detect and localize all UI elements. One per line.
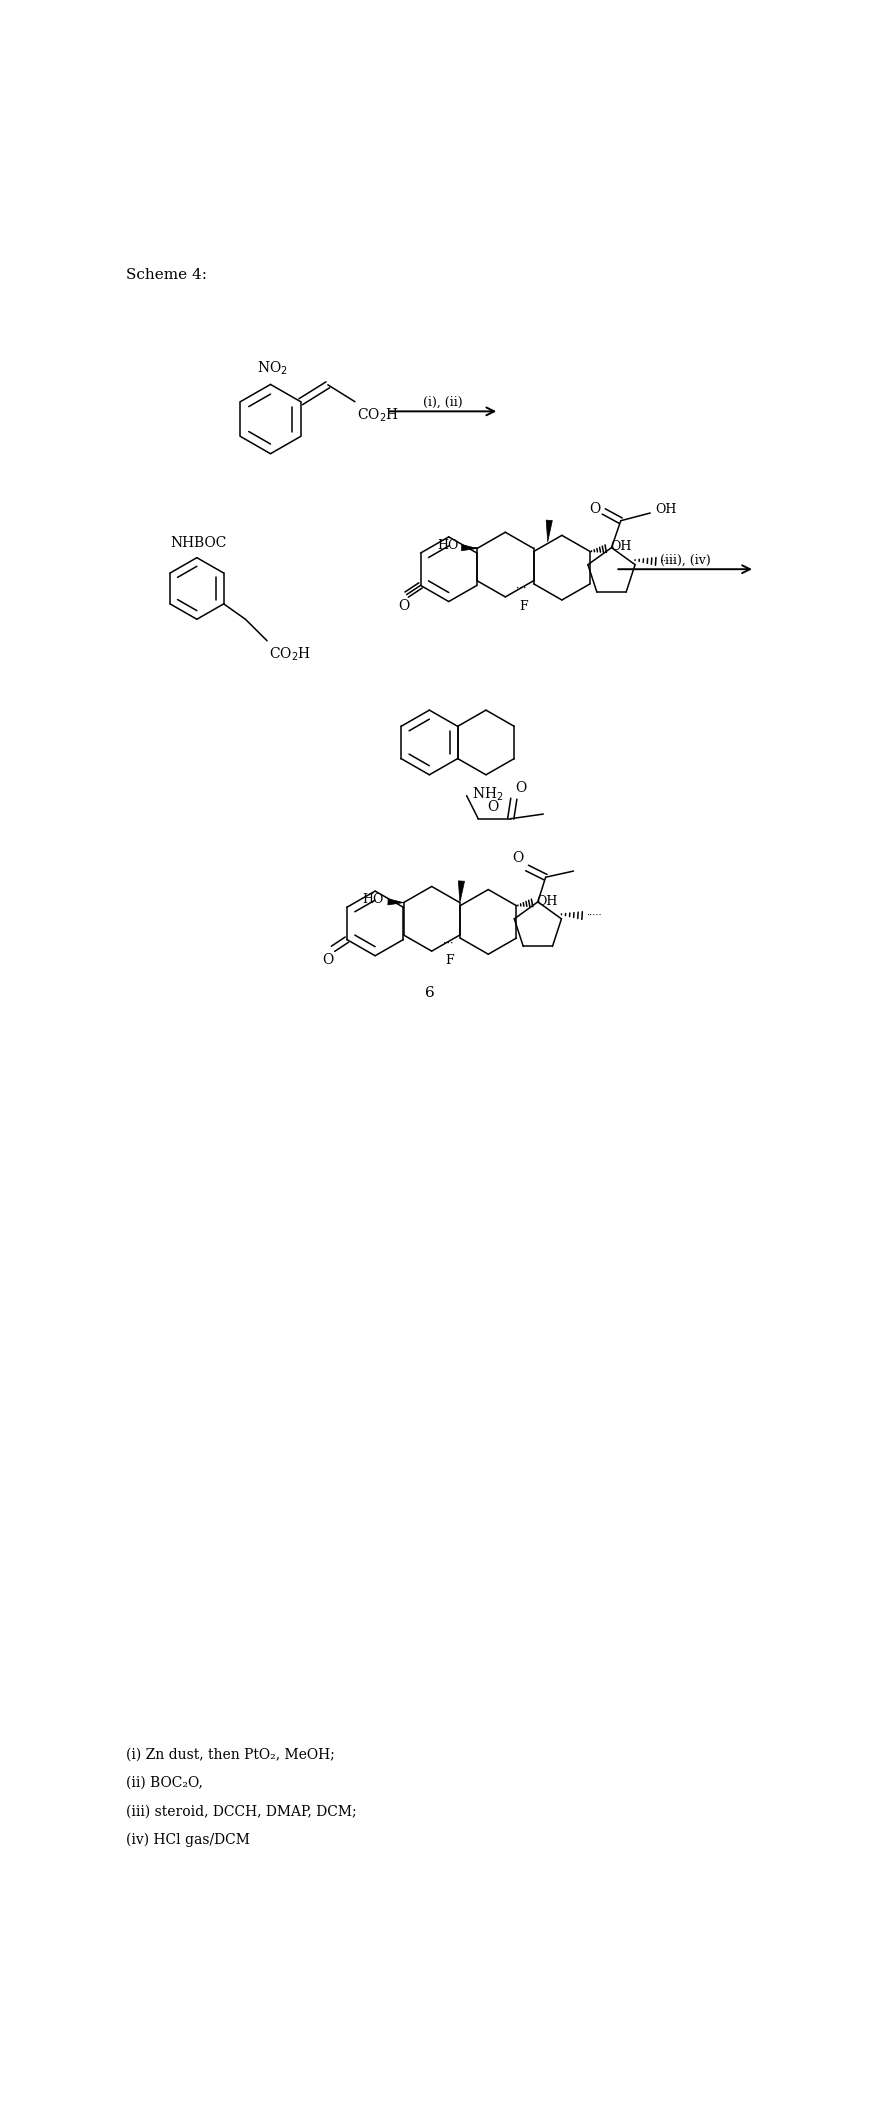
Text: NHBOC: NHBOC xyxy=(171,536,227,551)
Text: O: O xyxy=(398,600,409,612)
Text: (iii), (iv): (iii), (iv) xyxy=(660,553,711,566)
Text: ···: ··· xyxy=(516,585,527,593)
Text: O: O xyxy=(322,954,334,968)
Text: OH: OH xyxy=(610,540,631,553)
Text: F: F xyxy=(519,600,528,612)
Text: (i), (ii): (i), (ii) xyxy=(423,396,463,409)
Polygon shape xyxy=(462,545,477,551)
Text: HO: HO xyxy=(362,892,383,907)
Text: NH$_2$: NH$_2$ xyxy=(472,786,504,803)
Text: O: O xyxy=(589,502,601,517)
Text: OH: OH xyxy=(537,894,558,907)
Text: ·····: ····· xyxy=(587,911,602,920)
Text: 6: 6 xyxy=(424,985,434,1000)
Text: CO$_2$H: CO$_2$H xyxy=(356,407,398,424)
Polygon shape xyxy=(458,882,464,903)
Text: ·····: ····· xyxy=(660,557,676,566)
Text: CO$_2$H: CO$_2$H xyxy=(270,646,312,663)
Text: O: O xyxy=(512,852,523,865)
Polygon shape xyxy=(388,898,404,905)
Text: OH: OH xyxy=(655,504,676,517)
Text: HO: HO xyxy=(438,538,458,551)
Text: (i) Zn dust, then PtO₂, MeOH;: (i) Zn dust, then PtO₂, MeOH; xyxy=(126,1748,334,1761)
Text: ···: ··· xyxy=(443,939,454,949)
Text: O: O xyxy=(515,780,527,795)
Text: (iii) steroid, DCCH, DMAP, DCM;: (iii) steroid, DCCH, DMAP, DCM; xyxy=(126,1803,356,1818)
Text: (iv) HCl gas/DCM: (iv) HCl gas/DCM xyxy=(126,1833,249,1848)
Text: F: F xyxy=(446,954,454,968)
Text: O: O xyxy=(488,801,498,814)
Polygon shape xyxy=(547,519,553,542)
Text: Scheme 4:: Scheme 4: xyxy=(126,269,206,282)
Text: (ii) BOC₂O,: (ii) BOC₂O, xyxy=(126,1776,203,1791)
Text: NO$_2$: NO$_2$ xyxy=(256,360,288,377)
